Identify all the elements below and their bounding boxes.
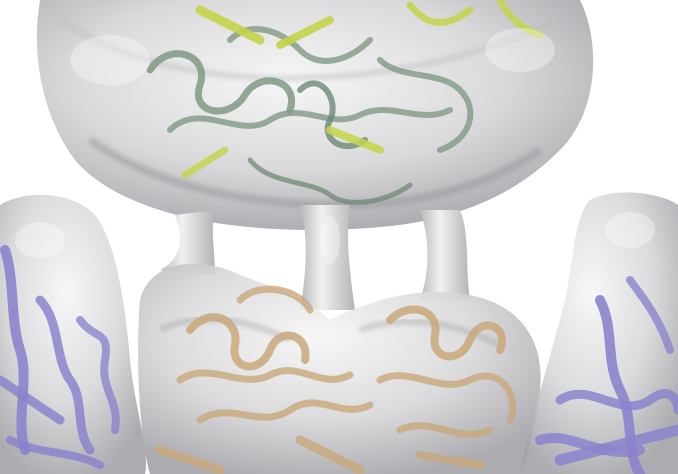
blue-ribbon-right xyxy=(535,276,678,474)
tan-ribbon-cluster xyxy=(155,285,517,474)
surface-highlights xyxy=(15,28,655,265)
blue-ribbon-left xyxy=(0,245,120,469)
connecting-stalks xyxy=(160,205,470,310)
green-ribbon-cluster xyxy=(146,0,544,205)
